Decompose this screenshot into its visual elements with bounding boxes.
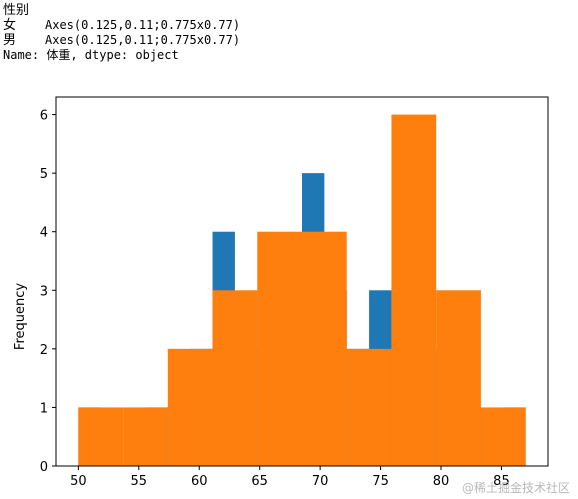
x-tick-label: 70 bbox=[312, 474, 329, 489]
x-axis: 50 55 60 65 70 75 80 85 bbox=[70, 466, 510, 489]
x-tick-label: 65 bbox=[251, 474, 268, 489]
x-tick-label: 55 bbox=[131, 474, 148, 489]
console-output: 性别女 Axes(0.125,0.11;0.775x0.77) 男 Axes(0.12… bbox=[3, 3, 240, 63]
watermark: @稀土掘金技术社区 bbox=[461, 481, 570, 495]
plot-frame bbox=[55, 96, 549, 467]
histogram-bar-series-2 bbox=[78, 407, 124, 466]
x-tick-label: 75 bbox=[372, 474, 389, 489]
y-tick-label: 4 bbox=[40, 226, 48, 241]
y-tick-label: 1 bbox=[40, 401, 48, 416]
histogram-bar-series-2 bbox=[480, 407, 526, 466]
x-tick-label: 80 bbox=[433, 474, 450, 489]
histogram-bar-series-2 bbox=[436, 290, 481, 466]
console-row-value: Axes(0.125,0.11;0.775x0.77) bbox=[45, 18, 241, 32]
y-tick-label: 3 bbox=[40, 284, 48, 299]
y-tick-label: 6 bbox=[40, 109, 48, 124]
x-tick-label: 85 bbox=[493, 474, 510, 489]
y-axis: 0 1 2 3 4 5 6 bbox=[40, 109, 56, 475]
histogram-bar-series-2 bbox=[346, 348, 392, 466]
x-tick-label: 50 bbox=[70, 474, 87, 489]
y-tick-label: 2 bbox=[40, 343, 48, 358]
histogram-bar-series-2 bbox=[257, 231, 302, 466]
console-row: 女 Axes(0.125,0.11;0.775x0.77) bbox=[3, 18, 240, 33]
histogram-bar-series-2 bbox=[123, 407, 168, 466]
console-row-category: 女 bbox=[3, 18, 17, 33]
console-row-category: 男 bbox=[3, 33, 17, 48]
histogram-bar-series-2 bbox=[302, 231, 347, 466]
histogram-bar-series-2 bbox=[391, 114, 437, 467]
y-tick-label: 5 bbox=[40, 167, 48, 182]
histogram-bar-series-2 bbox=[167, 348, 213, 466]
console-row: 男 Axes(0.125,0.11;0.775x0.77) bbox=[3, 33, 240, 48]
histogram-bar-series-2 bbox=[212, 290, 258, 466]
console-footer: Name: 体重, dtype: object bbox=[3, 48, 179, 62]
x-tick-label: 60 bbox=[191, 474, 208, 489]
console-header: 性别 bbox=[3, 3, 30, 18]
y-axis-label: Frequency bbox=[13, 283, 28, 350]
console-row-value: Axes(0.125,0.11;0.775x0.77) bbox=[45, 33, 241, 47]
bars-layer bbox=[78, 114, 526, 467]
y-tick-label: 0 bbox=[40, 460, 48, 475]
